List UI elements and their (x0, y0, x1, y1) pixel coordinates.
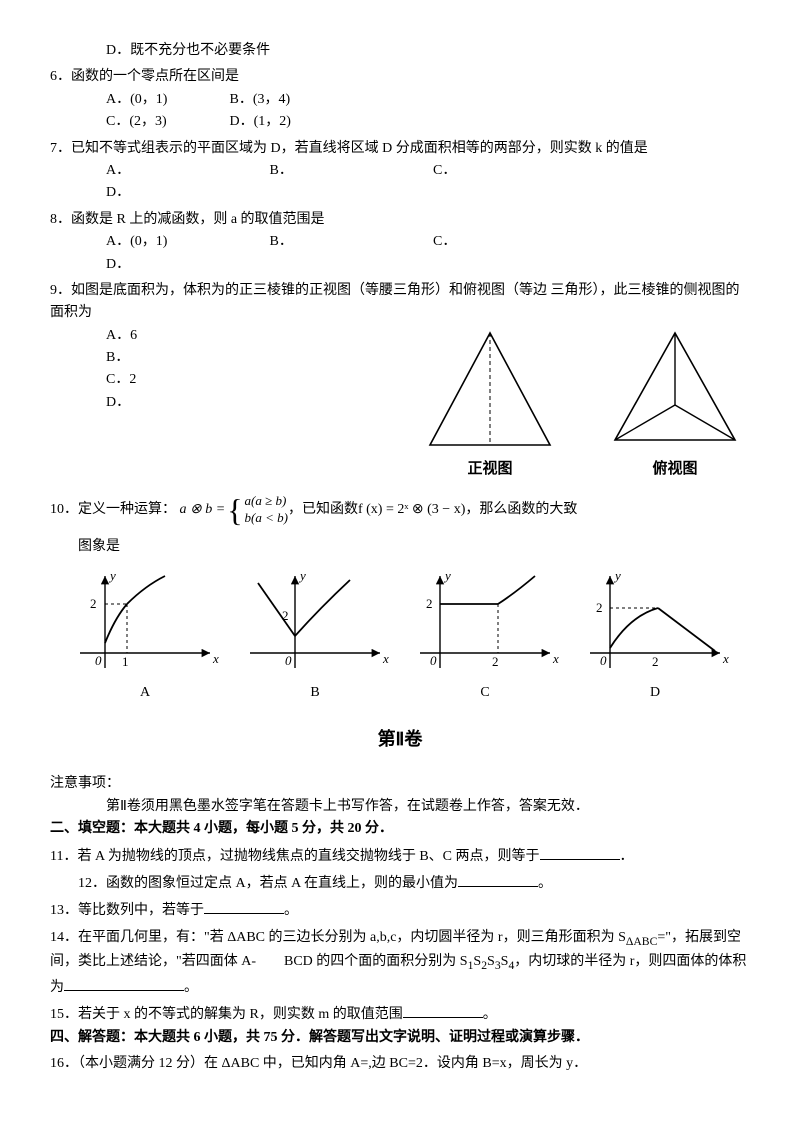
svg-text:2: 2 (492, 654, 499, 669)
q14-end: 。 (184, 980, 198, 995)
q11-blank (540, 845, 620, 860)
q15: 15．若关于 x 的不等式的解集为 R，则实数 m 的取值范围 。 (50, 1003, 750, 1026)
q10-line2: 图象是 (78, 536, 750, 558)
q11-text: 11．若 A 为抛物线的顶点，过抛物线焦点的直线交抛物线于 B、C 两点，则等于 (50, 849, 540, 864)
svg-text:y: y (298, 568, 306, 583)
q9-opt-a: A．6 (106, 325, 137, 347)
q15-end: 。 (483, 1007, 497, 1022)
q11-end: ． (620, 849, 634, 864)
svg-text:2: 2 (596, 600, 603, 615)
front-view-icon (410, 325, 570, 455)
q9-opt-c: C．2 (106, 369, 137, 391)
q16: 16．（本小题满分 12 分）在 ΔABC 中，已知内角 A=,边 BC=2．设… (50, 1053, 750, 1075)
svg-text:0: 0 (430, 653, 437, 668)
svg-text:0: 0 (285, 653, 292, 668)
q10-mid: ，已知函数 (288, 499, 358, 521)
top-view-icon (600, 325, 750, 455)
section-2-title: 第Ⅱ卷 (50, 725, 750, 754)
q6-stem: 6．函数的一个零点所在区间是 (50, 66, 750, 88)
q10-lhs: a ⊗ b = (180, 499, 226, 521)
q7-opt-c: C． (433, 160, 593, 182)
svg-text:y: y (443, 568, 451, 583)
q14a: 14．在平面几何里，有："若 ΔABC 的三边长分别为 a,b,c，内切圆半径为… (50, 930, 626, 945)
q13-blank (204, 899, 284, 914)
q13: 13．等比数列中，若等于 。 (50, 899, 750, 922)
graph-d-icon: x y 0 2 2 (580, 568, 730, 678)
q8-opt-d: D． (106, 254, 266, 276)
q10-fx: f (x) = 2ˣ ⊗ (3 − x) (358, 499, 465, 521)
graph-d-label: D (580, 682, 730, 704)
q13-end: 。 (284, 903, 298, 918)
graph-c-icon: x y 0 2 2 (410, 568, 560, 678)
graph-c-label: C (410, 682, 560, 704)
q6-opt-d: D．(1，2) (230, 111, 350, 133)
q7-opt-a: A． (106, 160, 266, 182)
part2-heading: 二、填空题：本大题共 4 小题，每小题 5 分，共 20 分． (50, 818, 750, 840)
q10-case2: b(a < b) (245, 510, 288, 527)
q9-opt-d: D． (106, 392, 137, 414)
svg-text:2: 2 (426, 596, 433, 611)
q7-stem: 7．已知不等式组表示的平面区域为 D，若直线将区域 D 分成面积相等的两部分，则… (50, 138, 750, 160)
q14-sub1: 1 (468, 959, 474, 972)
graph-a-label: A (70, 682, 220, 704)
q8-opt-c: C． (433, 231, 593, 253)
svg-text:y: y (613, 568, 621, 583)
q12: 12．函数的图象恒过定点 A，若点 A 在直线上，则的最小值为 。 (78, 872, 750, 895)
q14-sub-abc: ΔABC (626, 935, 657, 948)
q10-line1: 10．定义一种运算： a ⊗ b = { a(a ≥ b) b(a < b) ，… (50, 485, 750, 536)
q14-sub2: 2 (481, 959, 487, 972)
front-view-caption: 正视图 (410, 457, 570, 481)
q14: 14．在平面几何里，有："若 ΔABC 的三边长分别为 a,b,c，内切圆半径为… (50, 927, 750, 999)
q12-text: 12．函数的图象恒过定点 A，若点 A 在直线上，则的最小值为 (78, 876, 458, 891)
q15-blank (403, 1003, 483, 1018)
q7-opt-d: D． (106, 182, 266, 204)
q6-opt-b: B．(3，4) (230, 89, 350, 111)
q10-formula: a ⊗ b = { a(a ≥ b) b(a < b) (176, 485, 288, 536)
q13-text: 13．等比数列中，若等于 (50, 903, 204, 918)
q10-pre: 10．定义一种运算： (50, 499, 176, 521)
q8-opt-a: A．(0，1) (106, 231, 266, 253)
svg-text:y: y (108, 568, 116, 583)
q12-end: 。 (538, 876, 552, 891)
graph-b-label: B (240, 682, 390, 704)
q7-opt-b: B． (270, 160, 430, 182)
q8-opt-b: B． (270, 231, 430, 253)
svg-text:x: x (552, 651, 559, 666)
brace-icon: { (227, 485, 242, 536)
q9-opt-b: B． (106, 347, 137, 369)
notice-heading: 注意事项： (50, 773, 750, 795)
q6-opt-a: A．(0，1) (106, 89, 226, 111)
q12-blank (458, 872, 538, 887)
svg-text:0: 0 (95, 653, 102, 668)
svg-text:2: 2 (90, 596, 97, 611)
q10-post: ，那么函数的大致 (465, 499, 577, 521)
part4-heading: 四、解答题：本大题共 6 小题，共 75 分．解答题写出文字说明、证明过程或演算… (50, 1027, 750, 1049)
notice-body: 第Ⅱ卷须用黑色墨水签字笔在答题卡上书写作答，在试题卷上作答，答案无效． (106, 796, 750, 818)
q6-opt-c: C．(2，3) (106, 111, 226, 133)
svg-text:1: 1 (122, 654, 129, 669)
svg-text:x: x (722, 651, 729, 666)
q9-stem: 9．如图是底面积为，体积为的正三棱锥的正视图（等腰三角形）和俯视图（等边 三角形… (50, 280, 750, 325)
q11: 11．若 A 为抛物线的顶点，过抛物线焦点的直线交抛物线于 B、C 两点，则等于… (50, 845, 750, 868)
top-view-caption: 俯视图 (600, 457, 750, 481)
svg-text:2: 2 (652, 654, 659, 669)
svg-text:x: x (212, 651, 219, 666)
graph-a-icon: x y 0 2 1 (70, 568, 220, 678)
q14-blank (64, 976, 184, 991)
graph-b-icon: x y 0 2 (240, 568, 390, 678)
q5-option-d: D．既不充分也不必要条件 (106, 40, 750, 62)
q14-sub3: 3 (495, 959, 501, 972)
svg-text:0: 0 (600, 653, 607, 668)
q10-case1: a(a ≥ b) (245, 493, 288, 510)
svg-text:x: x (382, 651, 389, 666)
q8-stem: 8．函数是 R 上的减函数，则 a 的取值范围是 (50, 209, 750, 231)
q15-text: 15．若关于 x 的不等式的解集为 R，则实数 m 的取值范围 (50, 1007, 403, 1022)
